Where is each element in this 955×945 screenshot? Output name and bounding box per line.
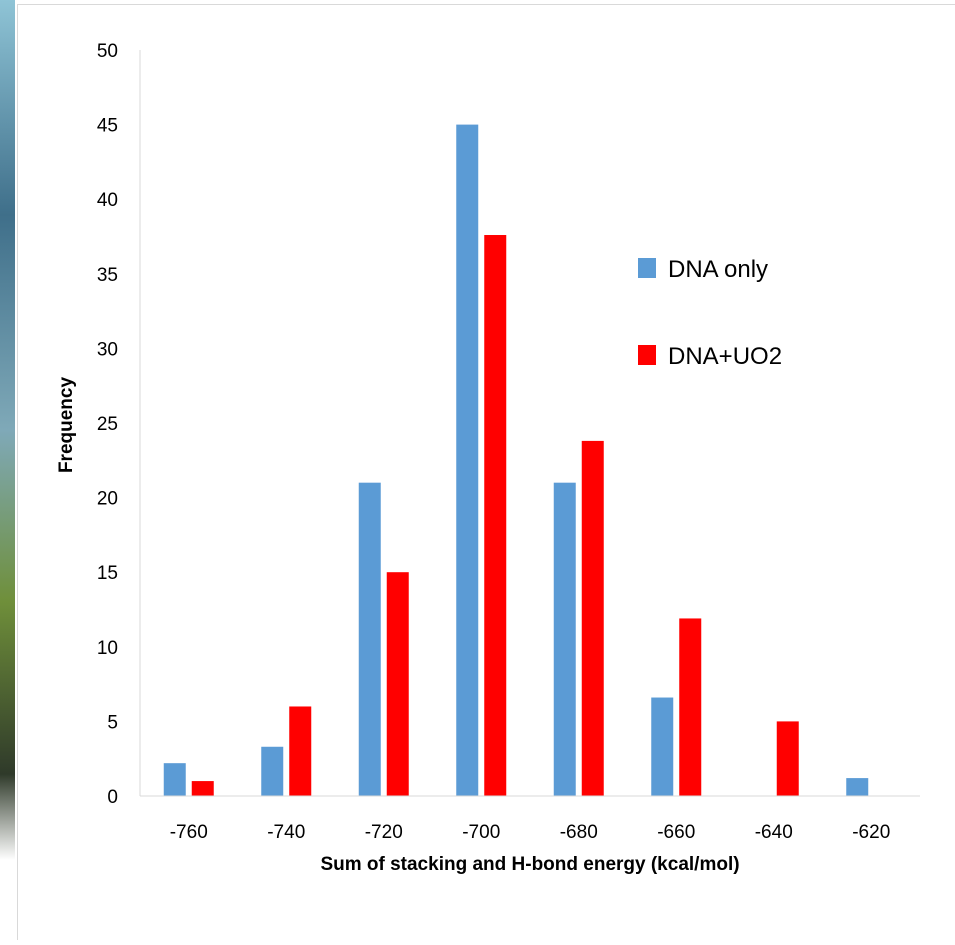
- legend-swatch: [638, 345, 656, 365]
- bar: [679, 618, 701, 796]
- bar: [289, 706, 311, 796]
- y-tick-label: 5: [107, 712, 118, 733]
- y-tick-label: 30: [97, 339, 118, 360]
- x-tick-label: -760: [170, 822, 208, 843]
- bar: [261, 747, 283, 796]
- x-axis-title: Sum of stacking and H-bond energy (kcal/…: [320, 854, 739, 875]
- bar: [456, 125, 478, 796]
- x-tick-label: -620: [852, 822, 890, 843]
- y-axis-title: Frequency: [56, 377, 77, 474]
- legend-swatch: [638, 258, 656, 278]
- x-tick-label: -740: [267, 822, 305, 843]
- y-tick-label: 0: [107, 787, 118, 808]
- bar: [582, 441, 604, 796]
- x-tick-label: -700: [462, 822, 500, 843]
- bar: [164, 763, 186, 796]
- legend-label: DNA+UO2: [668, 343, 782, 370]
- y-tick-label: 15: [97, 563, 118, 584]
- bar: [777, 721, 799, 796]
- y-tick-label: 45: [97, 116, 118, 137]
- background-strip: [0, 0, 15, 860]
- x-tick-label: -720: [365, 822, 403, 843]
- x-tick-label: -680: [560, 822, 598, 843]
- bar: [387, 572, 409, 796]
- x-tick-label: -640: [755, 822, 793, 843]
- x-tick-label: -660: [657, 822, 695, 843]
- y-tick-label: 25: [97, 414, 118, 435]
- bar: [192, 781, 214, 796]
- legend-label: DNA only: [668, 256, 768, 283]
- y-tick-label: 50: [97, 41, 118, 62]
- bar: [651, 698, 673, 796]
- y-tick-label: 40: [97, 190, 118, 211]
- y-tick-label: 20: [97, 489, 118, 510]
- bar: [484, 235, 506, 796]
- bar: [846, 778, 868, 796]
- bar: [554, 483, 576, 796]
- y-tick-label: 10: [97, 638, 118, 659]
- y-tick-label: 35: [97, 265, 118, 286]
- bar: [359, 483, 381, 796]
